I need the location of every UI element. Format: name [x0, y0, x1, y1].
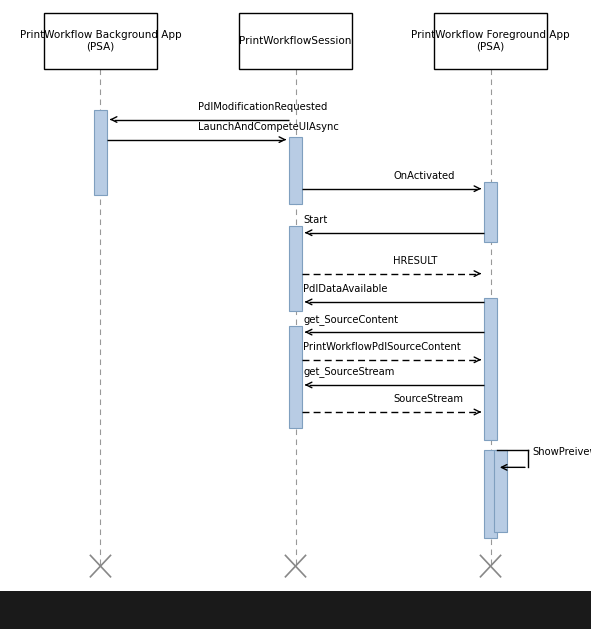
Text: ShowPreivew: ShowPreivew	[532, 447, 591, 457]
Text: OnActivated: OnActivated	[393, 171, 454, 181]
Bar	[484, 450, 497, 538]
Bar	[484, 298, 497, 440]
Bar	[484, 182, 497, 242]
Bar	[44, 13, 157, 69]
Bar	[0, 591, 591, 629]
Text: PrintWorkflowPdlSourceContent: PrintWorkflowPdlSourceContent	[303, 342, 461, 352]
Bar	[493, 450, 506, 532]
Text: get_SourceStream: get_SourceStream	[303, 367, 395, 377]
Bar	[94, 110, 107, 195]
Bar	[289, 137, 302, 204]
Bar	[289, 226, 302, 311]
Bar	[434, 13, 547, 69]
Text: LaunchAndCompeteUIAsync: LaunchAndCompeteUIAsync	[198, 122, 339, 132]
Text: HRESULT: HRESULT	[393, 256, 437, 266]
Bar	[239, 13, 352, 69]
Text: PrintWorkflow Background App
(PSA): PrintWorkflow Background App (PSA)	[20, 30, 181, 52]
Text: Start: Start	[303, 215, 327, 225]
Text: PrintWorkflowSession: PrintWorkflowSession	[239, 36, 352, 46]
Text: get_SourceContent: get_SourceContent	[303, 314, 398, 325]
Text: PrintWorkflow Foreground App
(PSA): PrintWorkflow Foreground App (PSA)	[411, 30, 570, 52]
Text: SourceStream: SourceStream	[393, 394, 463, 404]
Text: PdlDataAvailable: PdlDataAvailable	[303, 284, 388, 294]
Text: PdlModificationRequested: PdlModificationRequested	[198, 102, 327, 112]
Bar	[289, 326, 302, 428]
